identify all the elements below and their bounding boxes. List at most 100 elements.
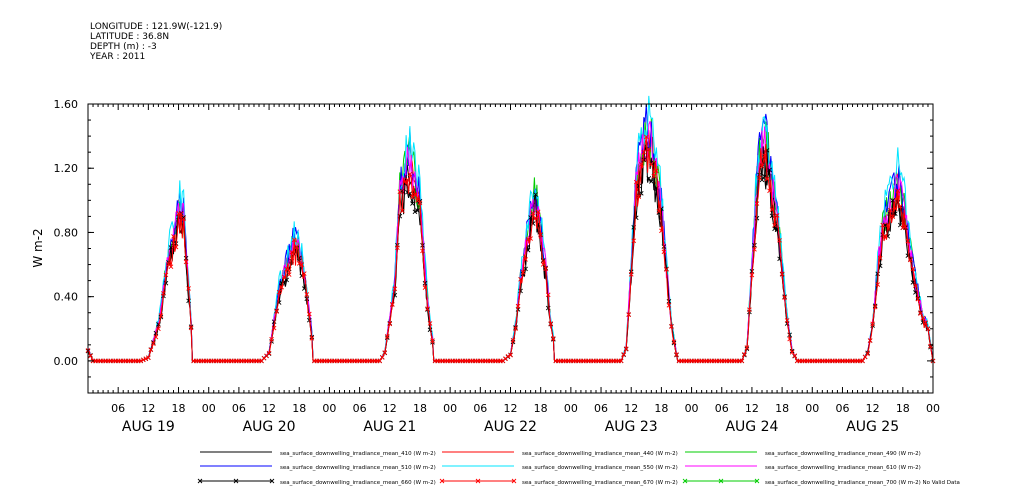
- series-marker: [772, 222, 777, 228]
- x-tick-label: 06: [232, 402, 246, 415]
- series-marker: [88, 353, 93, 359]
- legend-entry-label: sea_surface_downwelling_irradiance_mean_…: [522, 465, 678, 471]
- x-tick-label: 12: [262, 402, 276, 415]
- series-marker: [882, 233, 888, 239]
- series-line: [87, 146, 934, 362]
- series-marker: [505, 354, 511, 359]
- series-marker: [757, 175, 762, 181]
- series-line: [87, 121, 934, 362]
- series-marker: [515, 303, 521, 309]
- series-marker: [885, 222, 891, 228]
- series-marker: [772, 226, 777, 232]
- x-tick-label: 18: [654, 402, 668, 415]
- y-tick-label: 1.20: [54, 162, 79, 175]
- series-marker: [518, 276, 523, 282]
- series-marker: [410, 201, 415, 206]
- series-marker: [402, 179, 408, 185]
- x-tick-label: 18: [534, 402, 548, 415]
- series-marker: [754, 215, 760, 221]
- latitude-label: LATITUDE : 36.8N: [90, 32, 170, 42]
- series-marker: [269, 336, 274, 342]
- x-tick-label: 06: [111, 402, 125, 415]
- series-marker: [422, 285, 428, 291]
- x-tick-label: 00: [443, 402, 457, 415]
- legend-marker: [233, 478, 239, 484]
- series-marker: [887, 207, 893, 213]
- series-marker: [754, 201, 760, 206]
- x-tick-label: 00: [202, 402, 216, 415]
- x-tick-label: 06: [473, 402, 487, 415]
- series-marker: [188, 325, 194, 331]
- x-tick-label: 18: [896, 402, 910, 415]
- plot-frame: [87, 103, 934, 394]
- x-tick-label: 12: [141, 402, 155, 415]
- day-label: AUG 19: [122, 419, 175, 435]
- series-marker: [540, 262, 546, 267]
- series-marker: [749, 272, 755, 278]
- series-marker: [407, 171, 413, 177]
- series-marker: [918, 311, 923, 316]
- x-tick-label: 18: [413, 402, 427, 415]
- series-marker: [792, 353, 798, 359]
- x-tick-label: 12: [745, 402, 759, 415]
- series-marker: [787, 336, 792, 342]
- series-marker: [651, 173, 657, 179]
- series-marker: [171, 234, 176, 239]
- legend-marker: [439, 478, 445, 484]
- series-marker: [654, 168, 659, 174]
- day-label: AUG 21: [363, 419, 416, 435]
- series-marker: [870, 321, 875, 327]
- x-tick-label: 00: [322, 402, 336, 415]
- y-tick-label: 0.00: [54, 355, 79, 368]
- x-tick-label: 06: [835, 402, 849, 415]
- series-marker: [666, 298, 672, 304]
- series-marker: [638, 162, 644, 167]
- series-marker: [739, 358, 745, 364]
- series-marker: [508, 352, 513, 358]
- series-marker: [520, 270, 526, 275]
- series-marker: [875, 282, 880, 287]
- series-marker: [548, 321, 554, 326]
- series-marker: [631, 238, 637, 244]
- day-label: AUG 25: [846, 419, 899, 435]
- series-marker: [427, 321, 433, 326]
- x-tick-label: 12: [866, 402, 880, 415]
- series-marker: [925, 326, 931, 331]
- series-marker: [417, 200, 423, 206]
- series-marker: [384, 334, 390, 339]
- x-tick-label: 00: [805, 402, 819, 415]
- series-marker: [661, 249, 667, 255]
- series-marker: [138, 358, 144, 364]
- series-marker: [664, 267, 669, 272]
- series-marker: [276, 289, 282, 295]
- series-marker: [427, 327, 433, 333]
- legend-entry-label: sea_surface_downwelling_irradiance_mean_…: [522, 480, 678, 486]
- series-marker: [181, 215, 186, 220]
- series-marker: [618, 358, 624, 364]
- series-marker: [153, 334, 159, 340]
- series-marker: [910, 280, 916, 285]
- series-marker: [395, 245, 400, 250]
- series-marker: [533, 192, 538, 197]
- series-marker: [141, 357, 146, 363]
- legend-entry-label: sea_surface_downwelling_irradiance_mean_…: [522, 451, 678, 457]
- legend-marker: [475, 478, 481, 484]
- series-marker: [905, 238, 911, 244]
- x-tick-label: 18: [775, 402, 789, 415]
- legend-marker: [718, 478, 724, 484]
- series-marker: [284, 266, 289, 272]
- series-marker: [306, 317, 312, 323]
- series-marker: [523, 257, 528, 262]
- series-marker: [777, 238, 782, 243]
- series-marker: [186, 286, 191, 291]
- series-marker: [266, 350, 272, 356]
- legend-entry-label: sea_surface_downwelling_irradiance_mean_…: [765, 451, 921, 457]
- x-tick-label: 18: [292, 402, 306, 415]
- series-marker: [156, 326, 161, 332]
- series-marker: [382, 350, 388, 355]
- series-marker: [913, 283, 918, 289]
- series-marker: [161, 290, 166, 296]
- y-tick-label: 0.40: [54, 291, 79, 304]
- series-marker: [638, 190, 644, 196]
- series-marker: [158, 313, 164, 318]
